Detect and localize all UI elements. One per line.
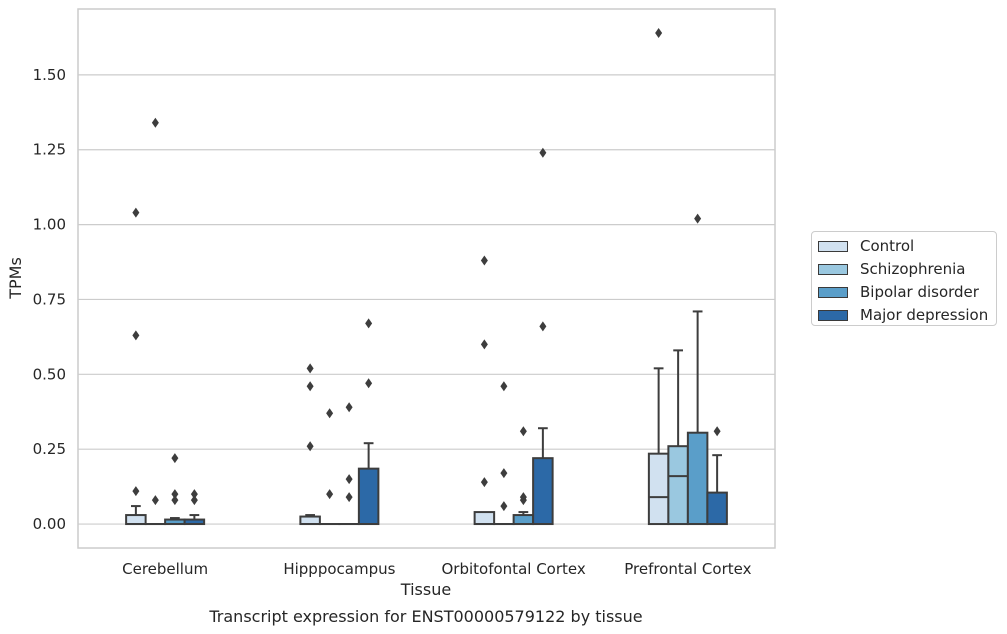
outlier-point xyxy=(171,453,179,464)
legend-swatch-control xyxy=(818,240,848,252)
outlier-point xyxy=(539,147,547,158)
outlier-point xyxy=(132,486,140,497)
box-schizophrenia xyxy=(144,117,167,526)
legend-item-bipolar-disorder: Bipolar disorder xyxy=(818,281,979,303)
box-body xyxy=(532,457,554,526)
box-major-depression xyxy=(706,426,728,526)
box-major-depression xyxy=(532,147,554,526)
outlier-point xyxy=(190,495,198,506)
box-body xyxy=(512,514,535,526)
y-tick-label: 0.75 xyxy=(33,290,66,308)
chart-caption: Transcript expression for ENST0000057912… xyxy=(208,607,642,626)
box-control xyxy=(647,27,670,526)
legend-item-major-depression: Major depression xyxy=(818,304,988,326)
outlier-point xyxy=(519,426,527,437)
box-body xyxy=(473,511,496,526)
y-axis-label: TPMs xyxy=(6,257,25,300)
outlier-point xyxy=(171,495,179,506)
box-bipolar-disorder xyxy=(512,426,535,526)
outlier-point xyxy=(151,495,159,506)
y-tick-labels: 0.00 0.25 0.50 0.75 1.00 1.25 1.50 xyxy=(33,66,66,533)
plot-frame xyxy=(77,8,776,549)
box-body xyxy=(299,515,321,526)
y-tick-label: 0.00 xyxy=(33,515,66,533)
x-tick-label: Prefrontal Cortex xyxy=(624,560,751,578)
legend-swatch-major-depression xyxy=(818,309,848,321)
x-tick-label: Orbitofontal Cortex xyxy=(442,560,586,578)
legend-label-bipolar-disorder: Bipolar disorder xyxy=(860,283,979,301)
legend-label-control: Control xyxy=(860,237,915,255)
outlier-point xyxy=(480,477,488,488)
legend-label-major-depression: Major depression xyxy=(860,306,989,324)
box-control xyxy=(125,207,147,526)
outlier-point xyxy=(132,330,140,341)
box-bipolar-disorder xyxy=(338,402,360,526)
outlier-point xyxy=(132,207,140,218)
box-body xyxy=(647,452,670,526)
box-control xyxy=(299,363,321,526)
box-plot-series xyxy=(125,27,728,526)
outlier-point xyxy=(365,378,373,389)
y-gridlines xyxy=(78,74,775,525)
outlier-point xyxy=(519,492,527,503)
outlier-point xyxy=(500,501,508,512)
outlier-point xyxy=(713,426,721,437)
x-tick-label: Cerebellum xyxy=(122,560,208,578)
box-major-depression xyxy=(183,489,206,526)
box-schizophrenia xyxy=(318,408,341,526)
outlier-point xyxy=(326,489,334,500)
outlier-point xyxy=(480,255,488,266)
outlier-point xyxy=(500,468,508,479)
outlier-point xyxy=(345,474,353,485)
box-major-depression xyxy=(357,318,380,526)
box-bipolar-disorder xyxy=(686,213,709,526)
y-tick-label: 1.25 xyxy=(33,141,66,159)
box-bipolar-disorder xyxy=(164,453,186,526)
box-body xyxy=(706,491,728,526)
outlier-point xyxy=(345,402,353,413)
y-tick-label: 0.25 xyxy=(33,440,66,458)
outlier-point xyxy=(539,321,547,332)
outlier-point xyxy=(655,27,663,38)
outlier-point xyxy=(151,117,159,128)
legend-item-control: Control xyxy=(818,235,914,257)
outlier-point xyxy=(306,441,314,452)
box-control xyxy=(473,255,496,526)
outlier-point xyxy=(306,363,314,374)
x-axis-label: Tissue xyxy=(400,580,451,599)
y-tick-label: 1.50 xyxy=(33,66,66,84)
box-body xyxy=(357,467,380,526)
outlier-point xyxy=(480,339,488,350)
outlier-point xyxy=(171,489,179,500)
box-body xyxy=(686,431,709,526)
box-body xyxy=(667,445,689,526)
outlier-point xyxy=(326,408,334,419)
x-tick-labels: Cerebellum Hipppocampus Orbitofontal Corte… xyxy=(122,560,751,578)
x-tick-label: Hipppocampus xyxy=(283,560,395,578)
y-tick-label: 0.50 xyxy=(33,365,66,383)
legend-swatch-bipolar-disorder xyxy=(818,286,848,298)
legend-swatch-schizophrenia xyxy=(818,263,848,275)
y-tick-label: 1.00 xyxy=(33,216,66,234)
box-body xyxy=(125,514,147,526)
outlier-point xyxy=(306,381,314,392)
outlier-point xyxy=(190,489,198,500)
outlier-point xyxy=(365,318,373,329)
legend: Control Schizophrenia Bipolar disorder M… xyxy=(811,231,997,326)
outlier-point xyxy=(500,381,508,392)
outlier-point xyxy=(694,213,702,224)
box-schizophrenia xyxy=(493,381,515,526)
legend-item-schizophrenia: Schizophrenia xyxy=(818,258,965,280)
legend-label-schizophrenia: Schizophrenia xyxy=(860,260,966,278)
outlier-point xyxy=(345,492,353,503)
box-schizophrenia xyxy=(667,349,689,526)
